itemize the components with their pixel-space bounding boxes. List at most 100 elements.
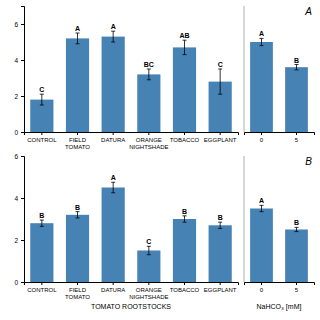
panel: 0 2 4 6 CONTROL FIELDTOMATO DATURA ORANGENIGHTS… [14,7,238,150]
axis-line [25,133,239,136]
x-axis-title: NaHCO₃ [mM] [257,303,302,311]
tick: FIELDTOMATO [65,132,90,150]
tick-mark [184,282,185,285]
tick-label-line: 5 [295,137,299,143]
marks [250,38,308,132]
bar [285,67,308,132]
error-bar [147,69,151,80]
annotations: AB [259,197,299,226]
tick-label: 6 [14,21,18,28]
annotation: B [75,204,80,211]
error-bar [260,205,264,211]
panel-label: A [304,6,312,17]
tick-mark [148,282,149,285]
tick: 5 [295,282,299,293]
tick-label: EGGPLANT [204,137,237,143]
tick: EGGPLANT [204,282,237,293]
tick-mark [220,132,221,135]
tick-label-line: 0 [260,137,264,143]
tick-mark [21,60,24,61]
tick-label: 0 [14,129,18,136]
x-axis-title: TOMATO ROOTSTOCKS [91,303,171,310]
axis-line [21,7,25,133]
marks [30,31,232,132]
tick: EGGPLANT [204,132,237,143]
tick: 2 [14,93,24,100]
tick-label-line: ORANGE [136,137,162,143]
tick-label-line: EGGPLANT [204,137,237,143]
bar [137,251,160,283]
tick-label-line: FIELD [69,137,87,143]
tick-mark [220,282,221,285]
annotation: B [294,57,299,64]
x-axis: 05 [245,282,315,293]
error-bar [76,212,80,218]
tick-mark [21,24,24,25]
tick-label-line: NIGHTSHADE [129,144,168,150]
x-axis: CONTROL FIELDTOMATO DATURA ORANGENIGHTSHADE… [25,282,239,300]
tick: ORANGENIGHTSHADE [129,282,168,300]
tick-label: 5 [295,287,299,293]
tick-label: ORANGENIGHTSHADE [129,137,168,150]
tick-label: 0 [260,137,264,143]
bar [173,47,196,132]
tick-mark [184,132,185,135]
error-bar [111,31,115,42]
tick-mark [41,282,42,285]
tick: 2 [14,237,24,244]
tick-label-line: TOBACCO [170,287,200,293]
tick-label: CONTROL [27,137,57,143]
error-bar [295,227,299,231]
tick: TOBACCO [170,132,200,143]
tick-mark [21,282,24,283]
tick: 0 [260,132,264,143]
chart-container: 0246CONTROLFIELDTOMATODATURAORANGENIGHTS… [0,0,320,320]
x-axis: CONTROL FIELDTOMATO DATURA ORANGENIGHTSHADE… [25,132,239,150]
tick-label-line: DATURA [101,137,125,143]
bar [66,38,89,132]
tick-label-line: DATURA [101,287,125,293]
tick-label: 6 [14,153,18,160]
tick: 0 [14,279,24,286]
annotation: B [218,214,223,221]
tick: 5 [295,132,299,143]
axis-line [21,157,25,283]
tick: 6 [14,153,24,160]
annotation: A [111,174,116,181]
annotation: A [75,25,80,32]
tick-label-line: NIGHTSHADE [129,294,168,300]
tick-label: 4 [14,57,18,64]
tick-mark [261,282,262,285]
marks [30,182,232,282]
tick-label-line: CONTROL [27,137,57,143]
axis-line [25,283,239,286]
annotation: B [294,219,299,226]
y-axis: 0 2 4 6 [14,7,24,136]
error-bar [40,220,44,226]
separator [244,156,245,282]
annotation: B [182,208,187,215]
tick-label-line: 5 [295,287,299,293]
error-bar [76,33,80,44]
error-bar [295,65,299,70]
panel: 05 ABB NaHCO₃ [mM] [244,156,315,311]
tick-label: 2 [14,237,18,244]
tick-label: 5 [295,137,299,143]
tick-label: CONTROL [27,287,57,293]
tick-label: DATURA [101,137,125,143]
tick-label: FIELDTOMATO [65,287,90,300]
error-bar [147,246,151,254]
tick-mark [21,240,24,241]
tick: CONTROL [27,132,57,143]
tick: TOBACCO [170,282,200,293]
x-axis: 05 [245,132,315,143]
error-bar [183,216,187,222]
bar [209,225,232,282]
tick-mark [21,132,24,133]
tick-mark [113,132,114,135]
tick-label: TOBACCO [170,137,200,143]
tick: 0 [14,129,24,136]
annotation: B [39,212,44,219]
bar [30,223,53,282]
tick-mark [148,132,149,135]
